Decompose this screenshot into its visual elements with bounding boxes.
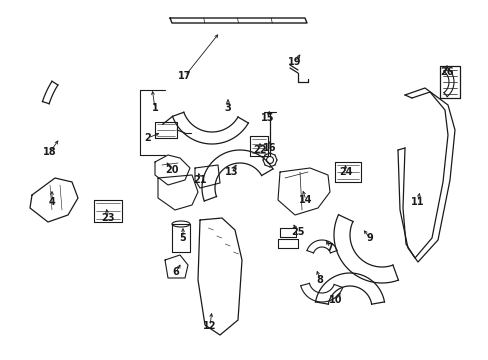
- Text: 8: 8: [316, 275, 323, 285]
- Text: 3: 3: [224, 103, 231, 113]
- Text: 6: 6: [172, 267, 179, 277]
- Text: 1: 1: [151, 103, 158, 113]
- Text: 12: 12: [203, 321, 216, 331]
- Text: 10: 10: [328, 295, 342, 305]
- Text: 15: 15: [261, 113, 274, 123]
- Text: 13: 13: [225, 167, 238, 177]
- Text: 7: 7: [326, 243, 333, 253]
- Text: 9: 9: [366, 233, 373, 243]
- Ellipse shape: [172, 221, 190, 227]
- Text: 22: 22: [253, 145, 266, 155]
- Text: 24: 24: [339, 167, 352, 177]
- Text: 4: 4: [48, 197, 55, 207]
- Text: 11: 11: [410, 197, 424, 207]
- Text: 14: 14: [299, 195, 312, 205]
- Text: 5: 5: [179, 233, 186, 243]
- Circle shape: [266, 157, 273, 163]
- Text: 23: 23: [101, 213, 115, 223]
- Text: 26: 26: [439, 67, 453, 77]
- Text: 19: 19: [287, 57, 301, 67]
- Text: 17: 17: [178, 71, 191, 81]
- Text: 18: 18: [43, 147, 57, 157]
- Text: 20: 20: [165, 165, 179, 175]
- Text: 25: 25: [291, 227, 304, 237]
- Text: 21: 21: [193, 175, 206, 185]
- Text: 16: 16: [263, 143, 276, 153]
- Text: 2: 2: [144, 133, 151, 143]
